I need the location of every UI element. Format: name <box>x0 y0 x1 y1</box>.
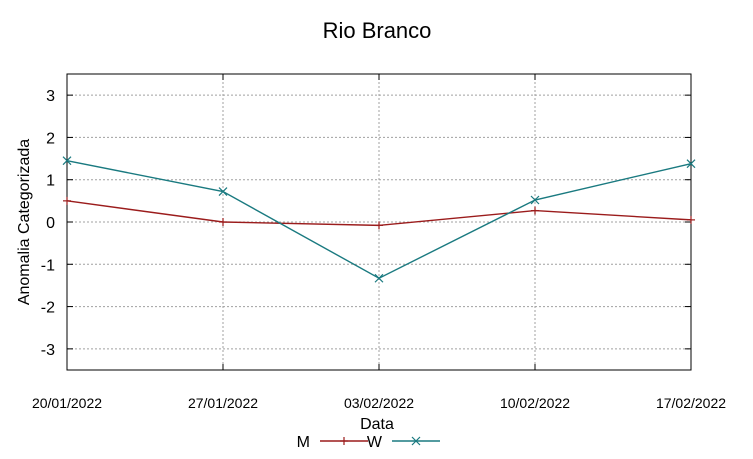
x-axis: 20/01/2022 27/01/2022 03/02/2022 10/02/2022… <box>32 74 726 411</box>
x-tick-label: 27/01/2022 <box>188 395 258 411</box>
data-point-M <box>687 215 695 224</box>
data-point-W <box>530 195 540 205</box>
legend-label-M: M <box>297 434 310 451</box>
data-point-W <box>374 273 384 283</box>
x-tick-label: 10/02/2022 <box>500 395 570 411</box>
data-point-M <box>219 218 227 226</box>
series-layer <box>62 156 696 283</box>
y-tick-label: -2 <box>41 300 55 317</box>
data-point-M <box>531 206 539 215</box>
y-tick-label: 3 <box>46 88 55 105</box>
data-point-M <box>375 221 383 230</box>
y-tick-label: 2 <box>46 130 55 147</box>
data-point-W <box>218 187 228 196</box>
chart-title: Rio Branco <box>323 18 432 43</box>
y-tick-label: 0 <box>46 215 55 232</box>
x-tick-label: 03/02/2022 <box>344 395 414 411</box>
y-tick-label: -1 <box>41 257 55 274</box>
legend-label-W: W <box>367 434 383 451</box>
x-tick-label: 20/01/2022 <box>32 395 102 411</box>
y-tick-label: 1 <box>46 173 55 190</box>
data-point-W <box>62 156 72 166</box>
y-tick-label: -3 <box>41 342 55 359</box>
y-axis-label: Anomalia Categorizada <box>16 139 33 305</box>
data-point-W <box>686 159 696 169</box>
x-axis-label: Data <box>360 416 394 433</box>
legend-marker-M <box>340 437 348 445</box>
x-tick-label: 17/02/2022 <box>656 395 726 411</box>
data-point-M <box>63 196 71 205</box>
legend-marker-W <box>411 436 421 446</box>
y-axis: -3 -2 -1 0 1 2 3 <box>41 88 691 359</box>
